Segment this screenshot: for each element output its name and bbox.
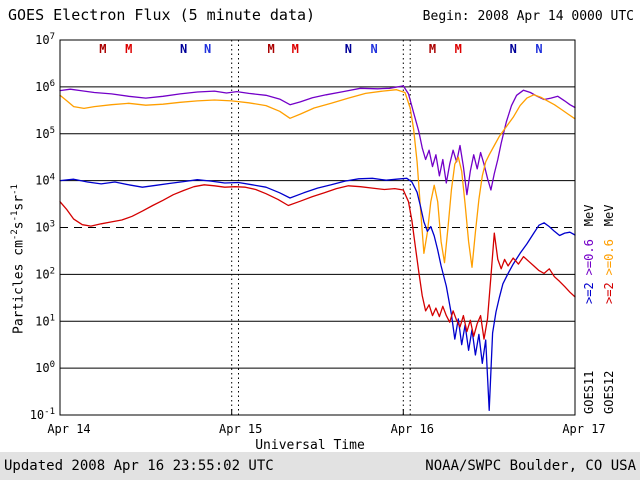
series-goes11-ge06mev [59, 85, 576, 196]
y-tick-label: 101 [35, 313, 55, 328]
series-goes12-ge2mev [59, 184, 576, 340]
footer-bar: Updated 2008 Apr 16 23:55:02 UTC NOAA/SW… [0, 452, 640, 480]
y-tick-label: 103 [35, 220, 55, 235]
eclipse-marker-M: M [267, 42, 274, 56]
y-tick-label: 105 [35, 126, 55, 141]
page-title: GOES Electron Flux (5 minute data) [8, 6, 316, 24]
eclipse-marker-M: M [429, 42, 436, 56]
y-tick-label: 107 [35, 32, 55, 47]
eclipse-marker-N: N [370, 42, 377, 56]
plot-frame [59, 39, 576, 416]
legend-goes12-satellite: GOES12 [602, 370, 616, 414]
legend-goes11-mev: MeV [582, 204, 596, 227]
eclipse-marker-N: N [180, 42, 187, 56]
y-tick-label: 100 [35, 360, 55, 375]
y-tick-label: 10-1 [30, 407, 55, 422]
legend-goes12-ge2: >=2 [602, 282, 616, 304]
legend-goes12-mev: MeV [602, 204, 616, 227]
legend-goes11-ge06: >=0.6 [582, 239, 596, 276]
begin-timestamp: Begin: 2008 Apr 14 0000 UTC [422, 9, 634, 24]
source-credit: NOAA/SWPC Boulder, CO USA [425, 458, 636, 474]
legend-goes12-energies: >=2 >=0.6 MeV [602, 205, 616, 305]
eclipse-marker-N: N [345, 42, 352, 56]
eclipse-marker-N: N [204, 42, 211, 56]
eclipse-marker-M: M [125, 42, 132, 56]
y-tick-label: 102 [35, 266, 55, 281]
updated-timestamp: Updated 2008 Apr 16 23:55:02 UTC [4, 458, 274, 474]
legend-goes11-satellite: GOES11 [582, 370, 596, 414]
x-axis-label: Universal Time [255, 438, 365, 453]
x-tick-label: Apr 17 [562, 422, 605, 436]
eclipse-marker-N: N [510, 42, 517, 56]
eclipse-marker-M: M [99, 42, 106, 56]
y-tick-label: 104 [35, 173, 55, 188]
x-tick-label: Apr 16 [391, 422, 434, 436]
eclipse-marker-M: M [292, 42, 299, 56]
eclipse-marker-N: N [535, 42, 542, 56]
legend-goes12-ge06: >=0.6 [602, 239, 616, 276]
eclipse-marker-M: M [455, 42, 462, 56]
legend-goes11-energies: >=2 >=0.6 MeV [582, 205, 596, 305]
x-tick-label: Apr 15 [219, 422, 262, 436]
x-tick-label: Apr 14 [47, 422, 90, 436]
y-tick-label: 106 [35, 79, 55, 94]
series-goes11-ge2mev [59, 177, 576, 411]
legend-goes11-ge2: >=2 [582, 282, 596, 304]
series-goes12-ge06mev [59, 89, 576, 268]
